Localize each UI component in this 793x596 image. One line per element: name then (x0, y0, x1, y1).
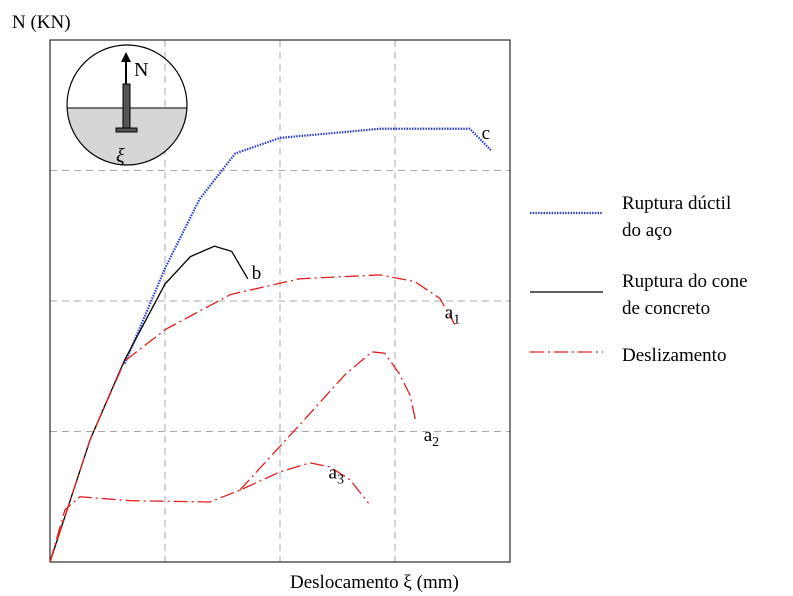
curve-label-sub: 3 (337, 472, 344, 487)
curve (49, 462, 370, 563)
curve (49, 245, 249, 563)
inset-arrowhead (121, 52, 131, 62)
curve-label: a2 (424, 425, 439, 450)
x-axis-label: Deslocamento ξ (mm) (290, 572, 459, 593)
legend-label: Deslizamento (622, 345, 727, 366)
curve-label: b (252, 263, 261, 284)
curve-label-text: a (445, 302, 454, 323)
inset-circle (66, 44, 188, 166)
curve-label-text: a (329, 462, 338, 483)
inset-anchor (122, 83, 131, 129)
inset-n: N (134, 59, 148, 81)
curve (49, 274, 456, 563)
inset-xi: ξ (116, 145, 125, 167)
curve (239, 351, 417, 491)
curve-label: c (482, 123, 490, 144)
curve-label-text: b (252, 263, 261, 284)
inset: N ξ (66, 44, 188, 167)
plot-frame (49, 39, 511, 563)
curve-label-text: c (482, 123, 490, 144)
curve-label-sub: 2 (432, 435, 439, 450)
curve-label: a1 (445, 302, 460, 327)
curve-label-sub: 1 (453, 312, 460, 327)
curve (123, 127, 493, 365)
y-axis-label: N (KN) (12, 12, 71, 33)
legend-label: Ruptura do cone de concreto (622, 271, 748, 319)
inset-plate (115, 127, 138, 133)
curve-label: a3 (329, 462, 344, 487)
legend-label: Ruptura dúctil do aço (622, 193, 732, 241)
curve-label-text: a (424, 425, 433, 446)
